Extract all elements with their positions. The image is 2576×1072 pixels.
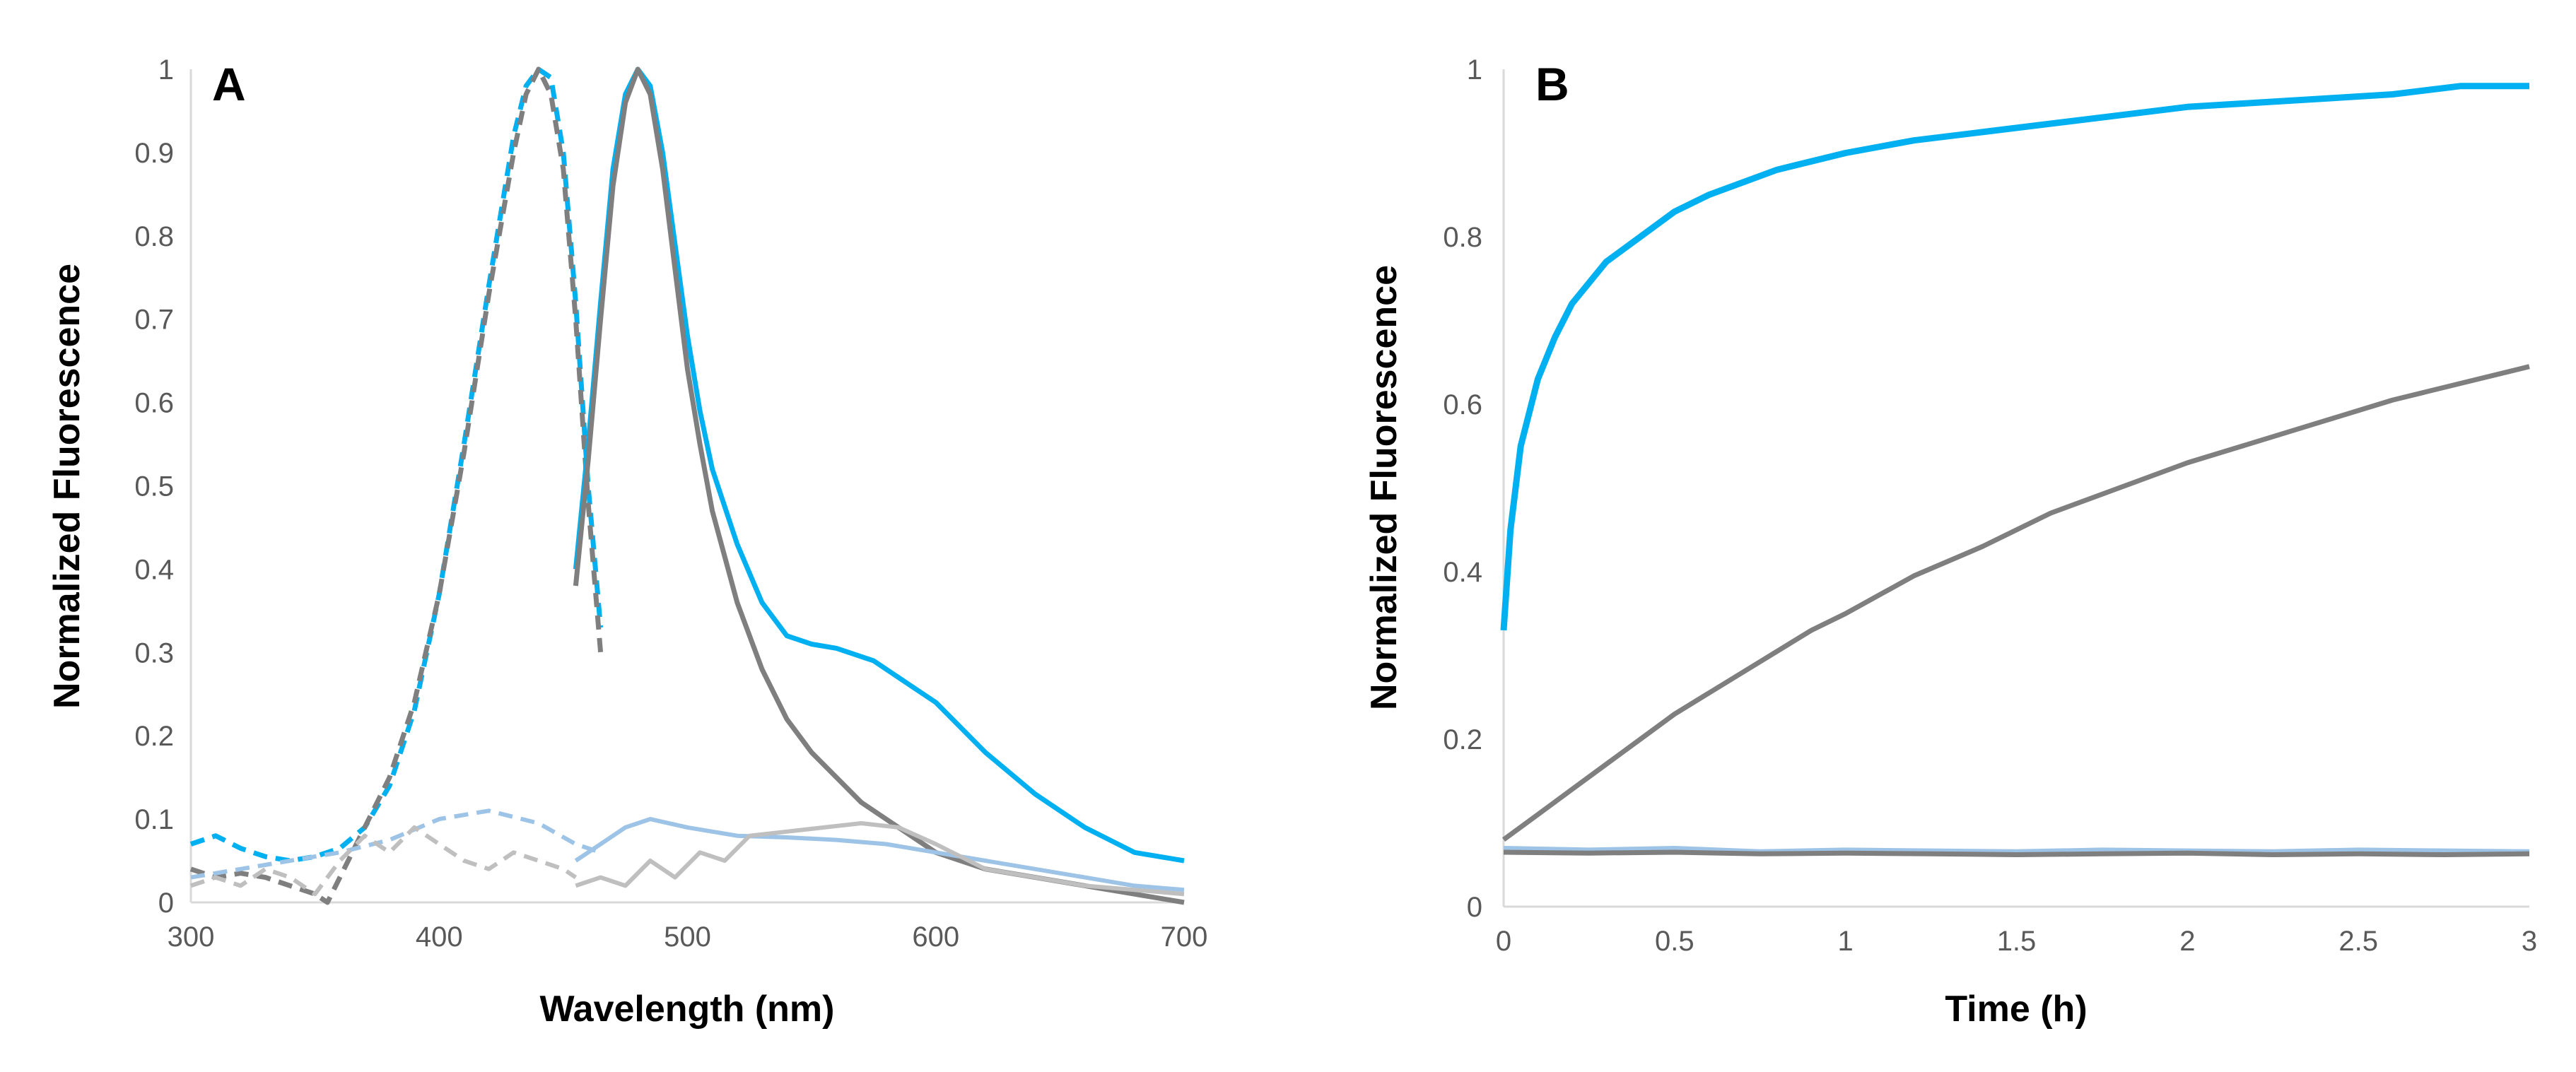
series-line-emission-light-blue bbox=[574, 817, 1185, 893]
panel-a-label: A bbox=[212, 58, 246, 110]
panel-a-x-tick-label: 600 bbox=[912, 921, 959, 953]
panel-a-y-axis-title: Normalized Fluorescence bbox=[47, 264, 88, 709]
panel-a-x-ticks: 300 400 500 600 700 bbox=[168, 921, 1208, 953]
series-line-excitation-cyan bbox=[189, 66, 604, 864]
panel-b-x-tick-label: 0 bbox=[1496, 926, 1511, 957]
panel-b-x-tick-label: 1.5 bbox=[1997, 926, 2037, 957]
panel-a-y-tick-label: 0.2 bbox=[134, 721, 174, 752]
panel-a-x-tick-label: 500 bbox=[664, 921, 711, 953]
series-line-emission-dark-gray bbox=[573, 66, 1185, 905]
series-line-excitation-light-gray bbox=[190, 825, 578, 897]
panel-a-y-tick-label: 0.7 bbox=[134, 305, 174, 336]
panel-b-x-axis-title: Time (h) bbox=[1945, 989, 2087, 1030]
series-line-emission-light-gray bbox=[575, 821, 1185, 897]
panel-a-y-tick-label: 0.9 bbox=[134, 138, 174, 169]
panel-b-x-tick-label: 0.5 bbox=[1655, 926, 1694, 957]
panel-a-y-ticks: 0 0.1 0.2 0.3 0.4 0.5 0.6 0.7 0.8 0.9 1 bbox=[134, 54, 174, 919]
panel-b-y-tick-label: 0 bbox=[1467, 892, 1482, 923]
panel-b-y-axis-title: Normalized Fluorescence bbox=[1364, 265, 1405, 710]
panel-a-y-tick-label: 0.6 bbox=[134, 388, 174, 419]
panel-b-x-ticks: 0 0.5 1 1.5 2 2.5 3 bbox=[1496, 926, 2537, 957]
panel-a-y-tick-label: 0 bbox=[158, 888, 174, 919]
series-line-kinetics-light-blue bbox=[1503, 846, 2530, 854]
panel-b-y-tick-label: 0.6 bbox=[1443, 389, 1482, 420]
panel-a-y-tick-label: 0.1 bbox=[134, 804, 174, 835]
panel-b-chart: B 00.20.40.60.81 0 0.5 1 1.5 2 2.5 3 Time (h) … bbox=[1364, 54, 2537, 1030]
panel-b-y-tick-label: 0.2 bbox=[1443, 724, 1482, 755]
panel-a-y-tick-label: 0.8 bbox=[134, 221, 174, 252]
panel-b-y-ticks: 0 0.2 0.4 0.6 0.8 1 bbox=[1443, 54, 1482, 923]
panel-a-series bbox=[189, 66, 1185, 905]
panel-b-series bbox=[1500, 83, 2530, 857]
series-line-excitation-dark-gray bbox=[189, 66, 604, 905]
series-line-kinetics-dark-gray bbox=[1501, 364, 2530, 842]
panel-a-y-tick-label: 0.4 bbox=[134, 554, 174, 585]
panel-a-x-tick-label: 400 bbox=[416, 921, 463, 953]
panel-b-y-tick-label: 1 bbox=[1467, 54, 1482, 86]
panel-b-y-tick-label: 0.4 bbox=[1443, 557, 1482, 588]
panel-a-x-axis-title: Wavelength (nm) bbox=[540, 989, 835, 1030]
panel-b-label: B bbox=[1535, 58, 1569, 110]
series-line-kinetics-cyan bbox=[1500, 83, 2529, 631]
panel-a-y-tick-label: 1 bbox=[158, 54, 174, 86]
series-line-kinetics-gray-baseline bbox=[1503, 849, 2530, 857]
panel-a-x-tick-label: 300 bbox=[168, 921, 215, 953]
panel-b-x-tick-label: 1 bbox=[1838, 926, 1854, 957]
panel-b-x-tick-label: 2 bbox=[2179, 926, 2195, 957]
series-line-emission-cyan bbox=[573, 66, 1185, 864]
panel-b-x-tick-label: 2.5 bbox=[2338, 926, 2378, 957]
panel-b-y-tick-label: 0.8 bbox=[1443, 222, 1482, 253]
panel-a-x-tick-label: 700 bbox=[1161, 921, 1208, 953]
panel-b-x-tick-label: 3 bbox=[2522, 926, 2537, 957]
panel-a-chart: A 0 0.1 0.2 0.3 0.4 0.5 0.6 0.7 0.8 0.9 1 300 400 50… bbox=[47, 54, 1207, 1030]
panel-a-y-tick-label: 0.5 bbox=[134, 471, 174, 502]
panel-a-y-tick-label: 0.3 bbox=[134, 637, 174, 668]
